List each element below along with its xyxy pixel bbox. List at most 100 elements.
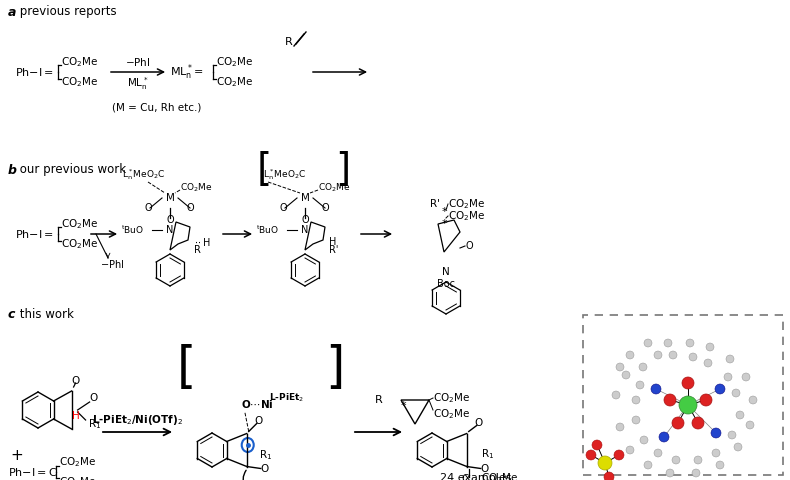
Text: $\rm CO_2Me$: $\rm CO_2Me$ — [61, 55, 98, 69]
Text: 24 examples: 24 examples — [440, 473, 511, 480]
Circle shape — [711, 428, 721, 438]
Text: O$\cdots$Ni: O$\cdots$Ni — [241, 397, 273, 409]
Circle shape — [586, 450, 596, 460]
Text: $\rm CO_2Me$: $\rm CO_2Me$ — [216, 55, 254, 69]
Text: C: C — [461, 473, 468, 480]
Circle shape — [639, 363, 647, 371]
Circle shape — [644, 339, 652, 347]
Text: R: R — [285, 37, 293, 47]
Circle shape — [664, 339, 672, 347]
Circle shape — [736, 411, 744, 419]
Circle shape — [692, 469, 700, 477]
Text: *: * — [401, 401, 406, 411]
Circle shape — [716, 461, 724, 469]
Circle shape — [679, 396, 697, 414]
Circle shape — [614, 450, 624, 460]
Text: O: O — [475, 419, 483, 429]
Text: O: O — [71, 376, 80, 386]
Text: R': R' — [430, 199, 440, 209]
Text: O: O — [186, 203, 194, 213]
Text: $\rm CO_2Me$: $\rm CO_2Me$ — [433, 407, 470, 421]
Text: our previous work: our previous work — [16, 164, 126, 177]
Text: $\rm ^tBuO$: $\rm ^tBuO$ — [256, 224, 279, 236]
Text: $\rm CO_2Me$: $\rm CO_2Me$ — [433, 391, 470, 405]
Text: $\rm R_1$: $\rm R_1$ — [258, 448, 272, 462]
Circle shape — [715, 384, 725, 394]
Text: $\rm CO_2Me$: $\rm CO_2Me$ — [61, 75, 98, 89]
Circle shape — [724, 373, 732, 381]
Text: $\rm CO_2Me$: $\rm CO_2Me$ — [481, 471, 518, 480]
Circle shape — [626, 351, 634, 359]
Text: N: N — [301, 225, 309, 235]
Text: b: b — [8, 164, 17, 177]
Circle shape — [689, 353, 697, 361]
Circle shape — [712, 449, 720, 457]
Text: $\rm CO_2Me$: $\rm CO_2Me$ — [61, 217, 98, 231]
Text: this work: this work — [16, 309, 74, 322]
Text: H: H — [72, 411, 80, 421]
Text: $\rm R_1$: $\rm R_1$ — [481, 447, 494, 461]
Circle shape — [640, 436, 648, 444]
Circle shape — [749, 396, 757, 404]
Text: $\cdot\!\cdot$H: $\cdot\!\cdot$H — [194, 236, 211, 248]
Circle shape — [700, 394, 712, 406]
Text: $\rm CO_2Me$: $\rm CO_2Me$ — [318, 182, 351, 194]
Text: O: O — [279, 203, 287, 213]
Text: O: O — [166, 215, 174, 225]
Circle shape — [651, 384, 661, 394]
Text: H: H — [329, 237, 337, 247]
Text: ]: ] — [335, 151, 350, 189]
Text: $\rm ML_n^*$: $\rm ML_n^*$ — [127, 76, 149, 92]
Text: $\rm ML_n^*\!=\!$: $\rm ML_n^*\!=\!$ — [170, 62, 204, 82]
Text: R: R — [194, 245, 201, 255]
Text: O: O — [89, 393, 98, 403]
Text: $\rm CO_2Me$: $\rm CO_2Me$ — [216, 75, 254, 89]
FancyArrowPatch shape — [240, 470, 246, 480]
Circle shape — [654, 449, 662, 457]
Text: $\rm CO_2Me$: $\rm CO_2Me$ — [448, 197, 485, 211]
Text: O: O — [322, 203, 329, 213]
Text: R': R' — [329, 245, 338, 255]
Text: O: O — [254, 417, 263, 427]
Circle shape — [654, 351, 662, 359]
Text: $\rm L_n^*MeO_2C$: $\rm L_n^*MeO_2C$ — [263, 168, 307, 182]
Text: $\rm R_1$: $\rm R_1$ — [88, 417, 101, 431]
Circle shape — [726, 355, 734, 363]
Circle shape — [682, 377, 694, 389]
Circle shape — [706, 343, 714, 351]
Circle shape — [728, 431, 736, 439]
Text: N: N — [167, 225, 174, 235]
Circle shape — [659, 432, 669, 442]
Circle shape — [616, 363, 624, 371]
Text: Boc: Boc — [437, 279, 455, 289]
Circle shape — [626, 446, 634, 454]
Circle shape — [632, 396, 640, 404]
Text: $\rm CO_2Me$: $\rm CO_2Me$ — [61, 237, 98, 251]
Circle shape — [644, 461, 652, 469]
Text: $-$PhI: $-$PhI — [100, 258, 124, 270]
Text: M: M — [300, 193, 310, 203]
Circle shape — [592, 440, 602, 450]
Text: L-PiEt$_2$: L-PiEt$_2$ — [269, 391, 304, 404]
Circle shape — [616, 423, 624, 431]
Text: ]: ] — [325, 344, 345, 392]
Circle shape — [622, 371, 630, 379]
Text: +: + — [10, 447, 23, 463]
Text: *: * — [442, 219, 448, 229]
Circle shape — [612, 391, 620, 399]
Circle shape — [704, 359, 712, 367]
Text: [: [ — [177, 344, 197, 392]
Text: Ph$-$I$=$: Ph$-$I$=$ — [15, 228, 54, 240]
Text: Ph$-$I$=$: Ph$-$I$=$ — [15, 66, 54, 78]
Circle shape — [598, 456, 612, 470]
Text: O: O — [261, 464, 269, 473]
Text: O: O — [480, 464, 489, 473]
Circle shape — [732, 389, 740, 397]
Circle shape — [672, 417, 684, 429]
Text: $\rm ^tBuO$: $\rm ^tBuO$ — [121, 224, 144, 236]
Circle shape — [686, 339, 694, 347]
Text: O: O — [301, 215, 309, 225]
Text: Ph$-$I$=$C: Ph$-$I$=$C — [8, 466, 57, 478]
Circle shape — [669, 351, 677, 359]
Text: $\rm CO_2Me$: $\rm CO_2Me$ — [448, 209, 485, 223]
